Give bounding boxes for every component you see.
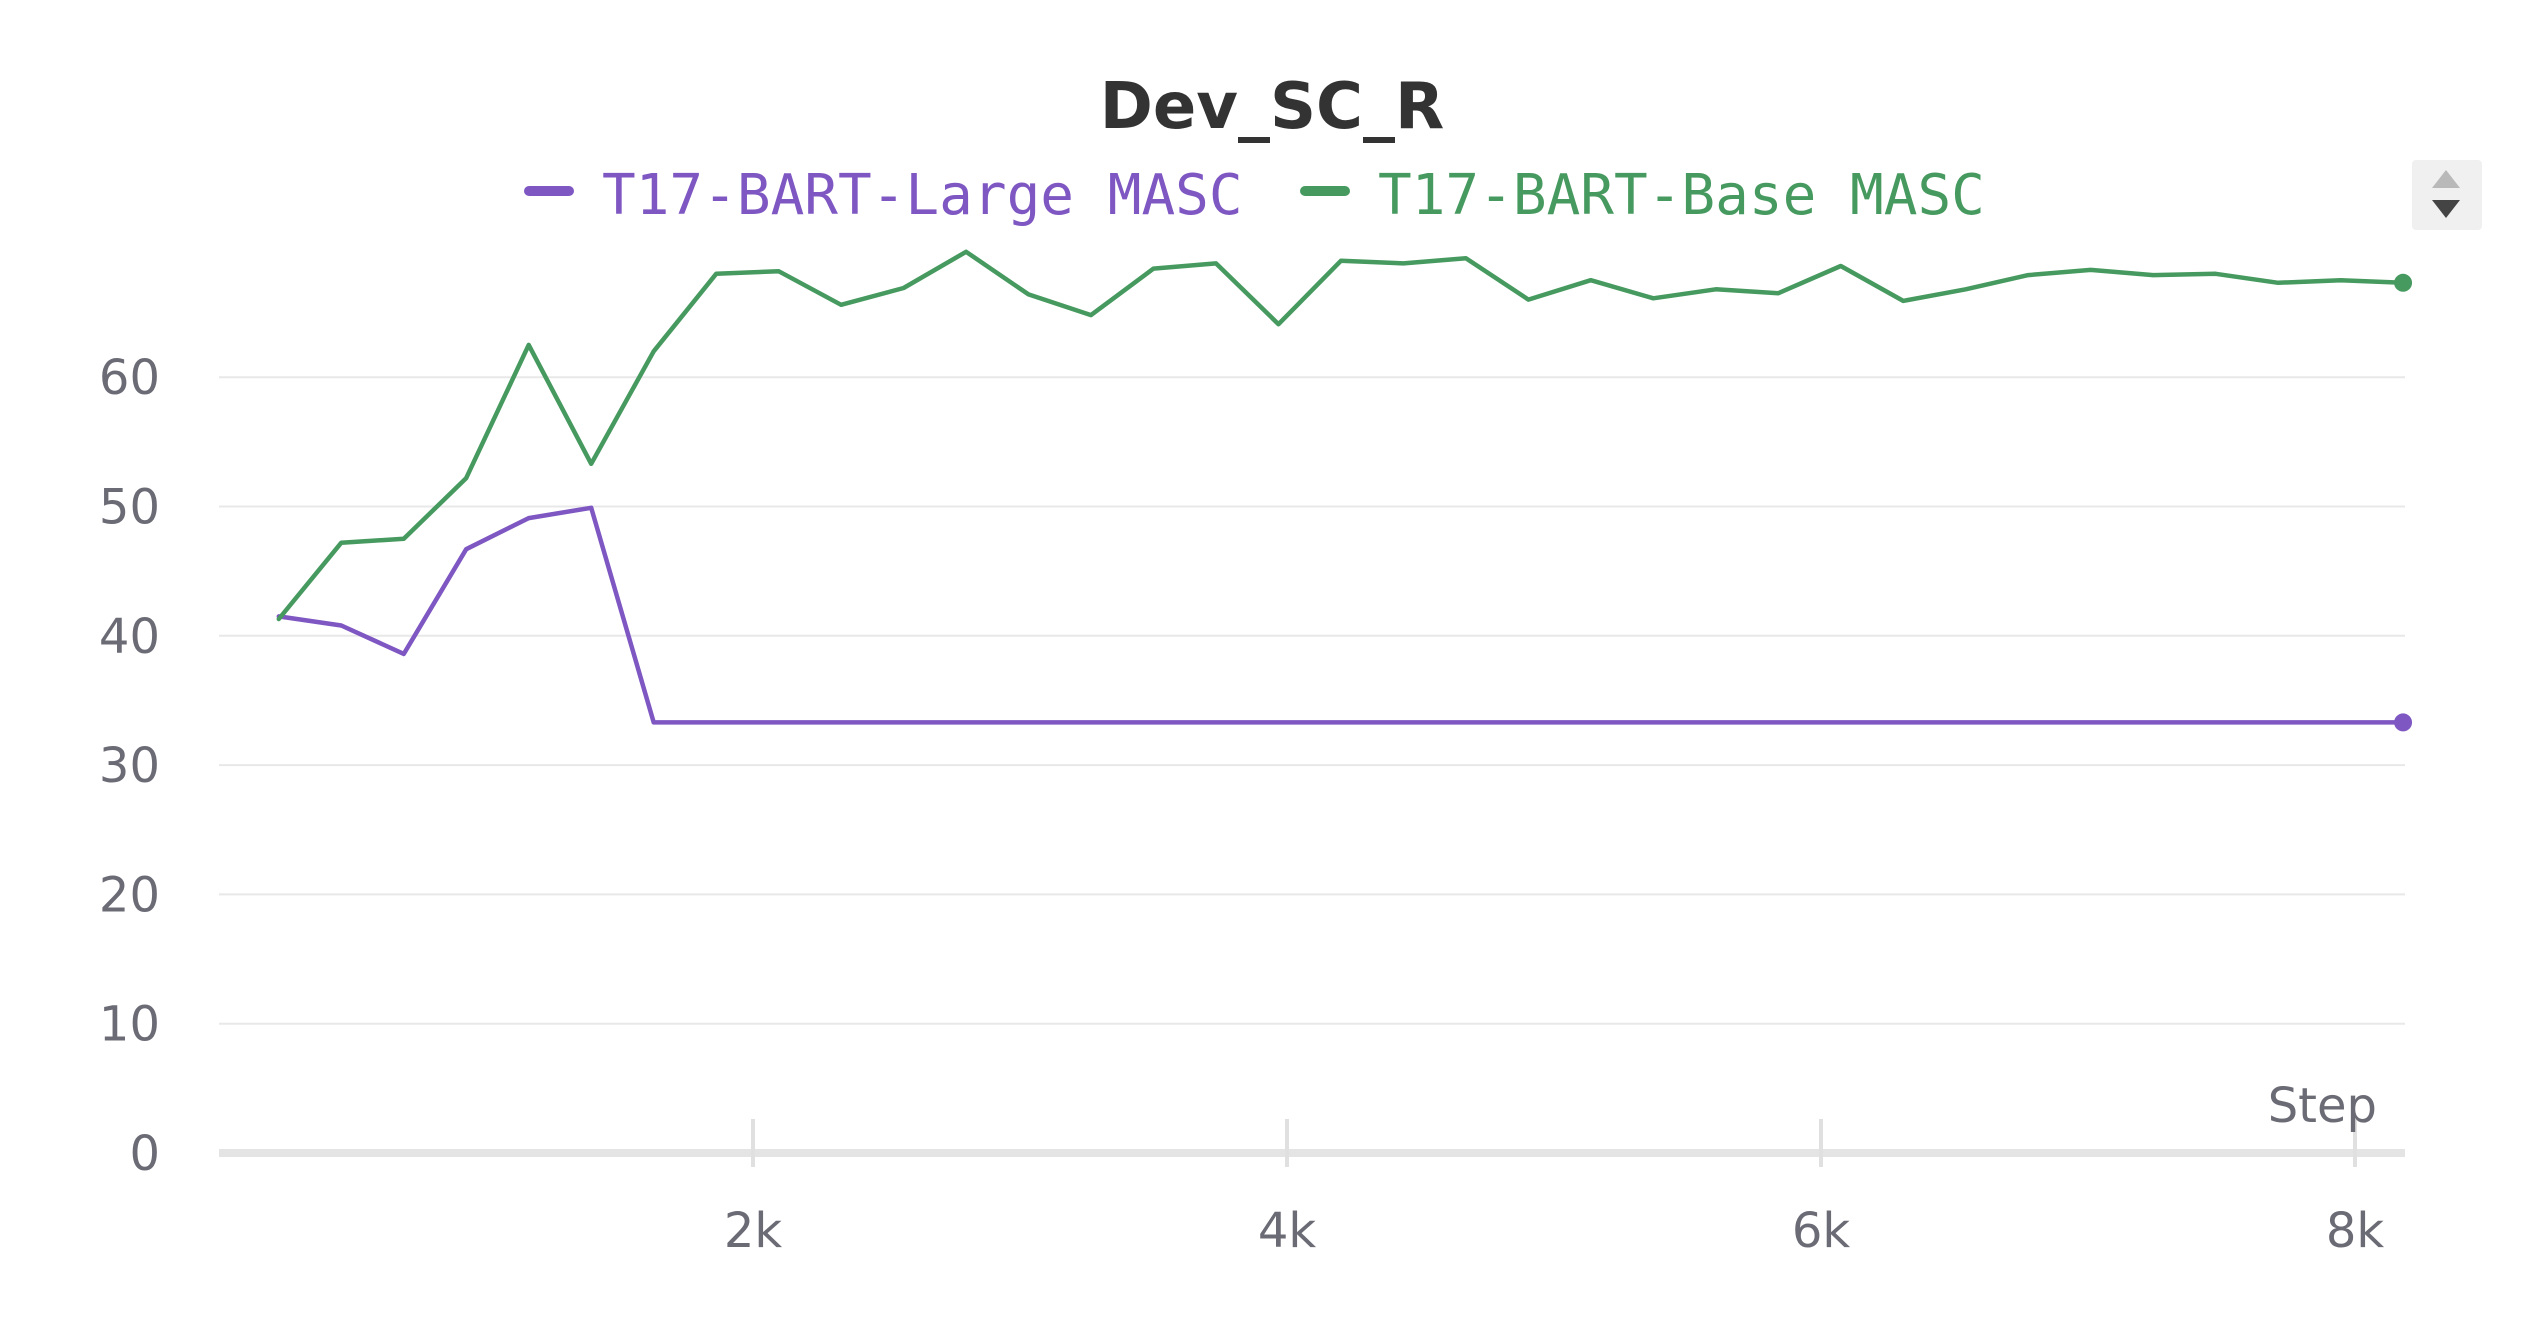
legend: T17-BART-Large MASC T17-BART-Base MASC — [524, 163, 1985, 228]
y-tick-label: 20 — [99, 867, 160, 923]
series-line-1 — [276, 505, 2406, 725]
x-axis: 2k 4k 6k 8k — [219, 1119, 2405, 1259]
x-axis-title: Step — [2268, 1078, 2377, 1134]
series-end-point[interactable] — [2394, 713, 2413, 732]
x-tick-label: 6k — [1792, 1203, 1851, 1259]
y-tick-label: 50 — [99, 480, 160, 536]
legend-label: T17-BART-Base MASC — [1378, 163, 1985, 228]
y-tick-label: 0 — [129, 1126, 160, 1182]
legend-entry[interactable]: T17-BART-Base MASC — [1300, 163, 1985, 228]
y-tick-label: 10 — [99, 997, 160, 1053]
y-tick-label: 60 — [99, 350, 160, 406]
x-tick-label: 8k — [2326, 1203, 2385, 1259]
x-tick-label: 4k — [1258, 1203, 1317, 1259]
triangle-down-icon[interactable] — [2432, 200, 2460, 218]
series-line-2 — [276, 249, 2406, 622]
grid-lines — [219, 376, 2405, 1025]
legend-swatch — [524, 186, 574, 196]
y-tick-label: 40 — [99, 609, 160, 665]
x-tick-label: 2k — [724, 1203, 783, 1259]
legend-swatch — [1300, 186, 1350, 196]
legend-scroll-control[interactable] — [2412, 160, 2482, 230]
series-layer — [276, 249, 2413, 732]
y-axis: 0 10 20 30 40 50 60 — [99, 350, 160, 1182]
legend-entry[interactable]: T17-BART-Large MASC — [524, 163, 1243, 228]
triangle-up-icon[interactable] — [2432, 170, 2460, 188]
series-end-point[interactable] — [2394, 273, 2413, 292]
y-tick-label: 30 — [99, 738, 160, 794]
legend-label: T17-BART-Large MASC — [602, 163, 1243, 228]
chart-title: Dev_SC_R — [1100, 70, 1445, 144]
